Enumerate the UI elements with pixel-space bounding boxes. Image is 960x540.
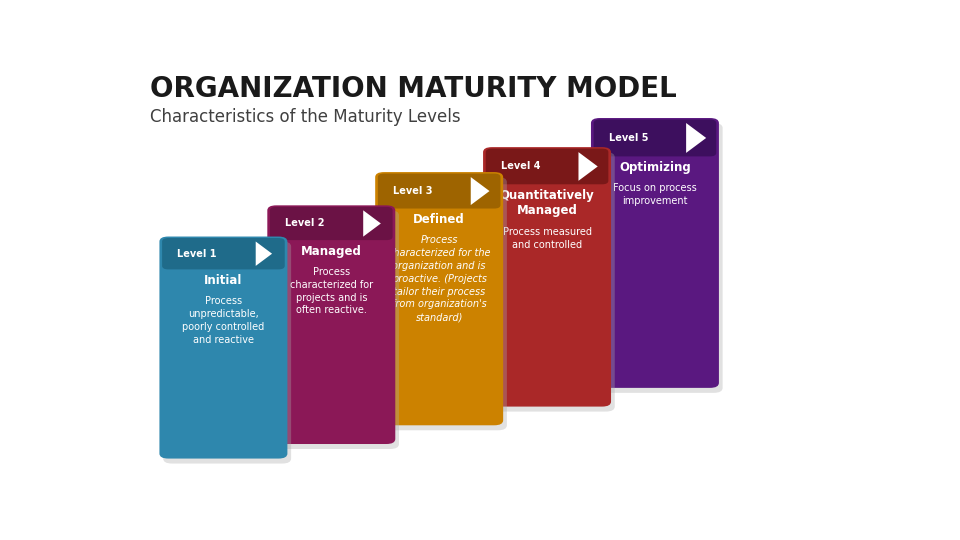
Bar xyxy=(600,138,710,153)
Text: Level 3: Level 3 xyxy=(393,186,433,196)
Text: Focus on process
improvement: Focus on process improvement xyxy=(613,183,697,206)
Text: Process
characterized for
projects and is
often reactive.: Process characterized for projects and i… xyxy=(290,267,372,315)
FancyBboxPatch shape xyxy=(375,172,503,426)
Text: Characteristics of the Maturity Levels: Characteristics of the Maturity Levels xyxy=(150,109,461,126)
Text: Level 2: Level 2 xyxy=(285,219,324,228)
Bar xyxy=(384,191,494,205)
Text: Optimizing: Optimizing xyxy=(619,161,691,174)
FancyBboxPatch shape xyxy=(378,173,500,208)
Text: Level 4: Level 4 xyxy=(501,161,540,172)
FancyBboxPatch shape xyxy=(162,238,285,269)
FancyBboxPatch shape xyxy=(267,205,396,444)
Text: Quantitatively
Managed: Quantitatively Managed xyxy=(500,189,594,217)
FancyBboxPatch shape xyxy=(486,148,609,184)
Bar xyxy=(168,254,278,266)
FancyBboxPatch shape xyxy=(591,118,719,388)
Polygon shape xyxy=(363,210,381,237)
Bar xyxy=(492,166,602,181)
Polygon shape xyxy=(579,152,598,181)
Text: Process
characterized for the
organization and is
proactive. (Projects
tailor th: Process characterized for the organizati… xyxy=(388,235,491,322)
Text: Level 5: Level 5 xyxy=(609,133,648,143)
Bar xyxy=(276,224,386,237)
Polygon shape xyxy=(470,177,490,205)
FancyBboxPatch shape xyxy=(593,119,716,157)
Polygon shape xyxy=(686,123,707,153)
FancyBboxPatch shape xyxy=(379,177,507,430)
FancyBboxPatch shape xyxy=(487,152,614,411)
FancyBboxPatch shape xyxy=(271,210,399,449)
Text: Initial: Initial xyxy=(204,274,243,287)
FancyBboxPatch shape xyxy=(483,147,611,407)
Text: Managed: Managed xyxy=(300,245,362,258)
Text: Process measured
and controlled: Process measured and controlled xyxy=(502,227,591,250)
FancyBboxPatch shape xyxy=(270,207,393,240)
Text: Level 1: Level 1 xyxy=(178,249,217,259)
Text: Process
unpredictable,
poorly controlled
and reactive: Process unpredictable, poorly controlled… xyxy=(182,296,265,345)
Polygon shape xyxy=(255,241,272,266)
FancyBboxPatch shape xyxy=(163,241,291,463)
Text: ORGANIZATION MATURITY MODEL: ORGANIZATION MATURITY MODEL xyxy=(150,75,677,103)
Text: Defined: Defined xyxy=(414,213,465,226)
FancyBboxPatch shape xyxy=(159,237,287,458)
FancyBboxPatch shape xyxy=(594,123,723,393)
